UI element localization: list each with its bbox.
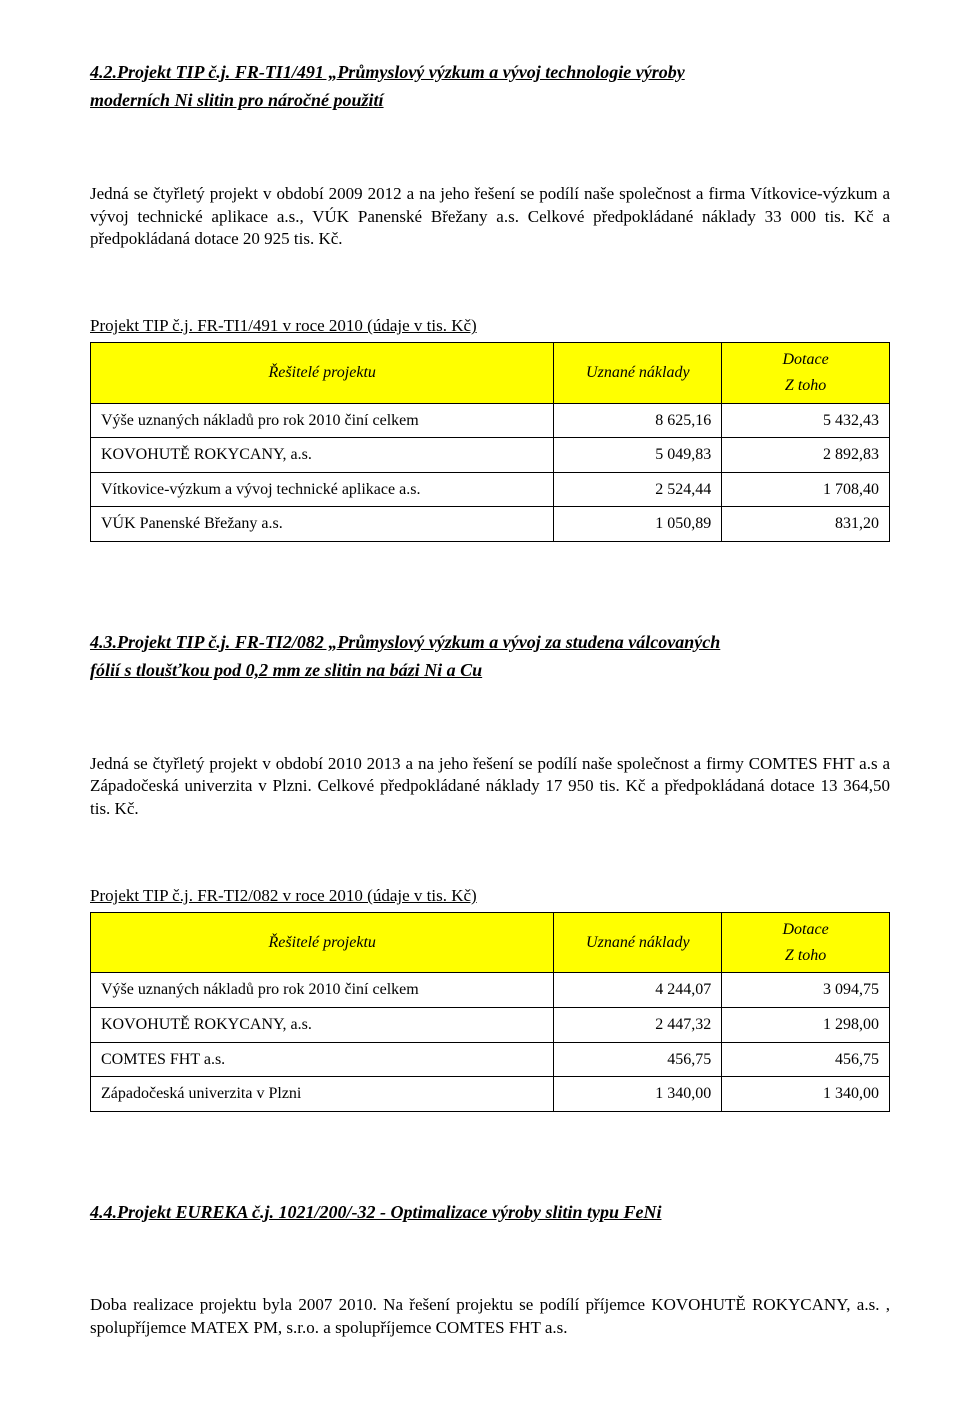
row-cost: 1 050,89 bbox=[554, 507, 722, 542]
table-4-2: Řešitelé projektu Uznané náklady Dotace … bbox=[90, 342, 890, 542]
row-grant: 1 340,00 bbox=[722, 1077, 890, 1112]
dotace-label: Dotace bbox=[783, 921, 829, 938]
row-grant: 456,75 bbox=[722, 1042, 890, 1077]
section-4-2-heading-line2: moderních Ni slitin pro náročné použití bbox=[90, 88, 890, 112]
section-4-3-heading-line2: fólií s tloušťkou pod 0,2 mm ze slitin n… bbox=[90, 658, 890, 682]
col-header-dotace: Dotace Z toho bbox=[722, 913, 890, 973]
ztoho-label: Z toho bbox=[732, 945, 879, 967]
table-row: KOVOHUTĚ ROKYCANY, a.s. 5 049,83 2 892,8… bbox=[91, 438, 890, 473]
table-header-row: Řešitelé projektu Uznané náklady Dotace … bbox=[91, 913, 890, 973]
ztoho-label: Z toho bbox=[732, 375, 879, 397]
table-4-2-caption: Projekt TIP č.j. FR-TI1/491 v roce 2010 … bbox=[90, 315, 890, 338]
row-grant: 831,20 bbox=[722, 507, 890, 542]
row-label: Západočeská univerzita v Plzni bbox=[91, 1077, 554, 1112]
section-4-2-paragraph: Jedná se čtyřletý projekt v období 2009 … bbox=[90, 183, 890, 252]
table-row: KOVOHUTĚ ROKYCANY, a.s. 2 447,32 1 298,0… bbox=[91, 1008, 890, 1043]
section-4-4-heading: 4.4.Projekt EUREKA č.j. 1021/200/-32 - O… bbox=[90, 1200, 890, 1224]
col-header-naklady: Uznané náklady bbox=[554, 913, 722, 973]
table-header-row: Řešitelé projektu Uznané náklady Dotace … bbox=[91, 343, 890, 403]
row-grant: 3 094,75 bbox=[722, 973, 890, 1008]
section-4-3-paragraph: Jedná se čtyřletý projekt v období 2010 … bbox=[90, 753, 890, 822]
row-label: Vítkovice-výzkum a vývoj technické aplik… bbox=[91, 472, 554, 507]
dotace-label: Dotace bbox=[783, 351, 829, 368]
row-label: Výše uznaných nákladů pro rok 2010 činí … bbox=[91, 403, 554, 438]
row-grant: 1 298,00 bbox=[722, 1008, 890, 1043]
table-row: Výše uznaných nákladů pro rok 2010 činí … bbox=[91, 973, 890, 1008]
row-grant: 1 708,40 bbox=[722, 472, 890, 507]
row-cost: 1 340,00 bbox=[554, 1077, 722, 1112]
table-row: VÚK Panenské Břežany a.s. 1 050,89 831,2… bbox=[91, 507, 890, 542]
table-row: Výše uznaných nákladů pro rok 2010 činí … bbox=[91, 403, 890, 438]
col-header-dotace: Dotace Z toho bbox=[722, 343, 890, 403]
table-row: Západočeská univerzita v Plzni 1 340,00 … bbox=[91, 1077, 890, 1112]
row-cost: 2 447,32 bbox=[554, 1008, 722, 1043]
table-4-3-caption: Projekt TIP č.j. FR-TI2/082 v roce 2010 … bbox=[90, 885, 890, 908]
row-label: KOVOHUTĚ ROKYCANY, a.s. bbox=[91, 1008, 554, 1043]
table-4-3: Řešitelé projektu Uznané náklady Dotace … bbox=[90, 912, 890, 1112]
col-header-naklady: Uznané náklady bbox=[554, 343, 722, 403]
row-cost: 456,75 bbox=[554, 1042, 722, 1077]
row-cost: 2 524,44 bbox=[554, 472, 722, 507]
row-cost: 4 244,07 bbox=[554, 973, 722, 1008]
table-row: Vítkovice-výzkum a vývoj technické aplik… bbox=[91, 472, 890, 507]
table-row: COMTES FHT a.s. 456,75 456,75 bbox=[91, 1042, 890, 1077]
section-4-3-heading-line1: 4.3.Projekt TIP č.j. FR-TI2/082 „Průmysl… bbox=[90, 630, 890, 654]
row-grant: 2 892,83 bbox=[722, 438, 890, 473]
row-grant: 5 432,43 bbox=[722, 403, 890, 438]
row-label: KOVOHUTĚ ROKYCANY, a.s. bbox=[91, 438, 554, 473]
section-4-2-heading-line1: 4.2.Projekt TIP č.j. FR-TI1/491 „Průmysl… bbox=[90, 60, 890, 84]
row-cost: 5 049,83 bbox=[554, 438, 722, 473]
row-label: VÚK Panenské Břežany a.s. bbox=[91, 507, 554, 542]
row-label: Výše uznaných nákladů pro rok 2010 činí … bbox=[91, 973, 554, 1008]
section-4-4-paragraph: Doba realizace projektu byla 2007 2010. … bbox=[90, 1294, 890, 1340]
col-header-resitel: Řešitelé projektu bbox=[91, 913, 554, 973]
row-cost: 8 625,16 bbox=[554, 403, 722, 438]
col-header-resitel: Řešitelé projektu bbox=[91, 343, 554, 403]
row-label: COMTES FHT a.s. bbox=[91, 1042, 554, 1077]
